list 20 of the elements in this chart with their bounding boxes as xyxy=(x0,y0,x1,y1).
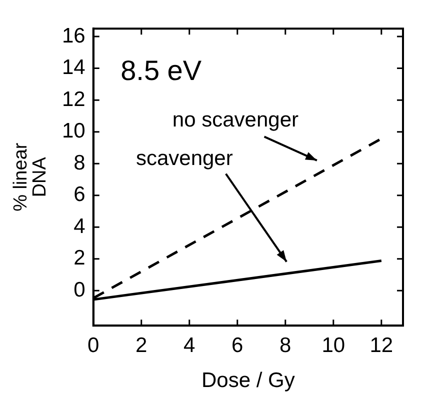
annotation: 8.5 eV xyxy=(120,54,202,86)
x-tick-label: 2 xyxy=(136,334,148,357)
y-tick-label: 0 xyxy=(74,278,86,302)
y-tick-label: 12 xyxy=(62,88,86,111)
y-tick-label: 2 xyxy=(74,246,86,270)
annotation: no scavenger xyxy=(172,108,299,132)
x-tick-label: 12 xyxy=(370,334,394,357)
x-tick-label: 4 xyxy=(184,334,196,357)
x-axis-title: Dose / Gy xyxy=(201,369,296,392)
y-axis-title: % linear DNA xyxy=(10,142,51,212)
x-tick-label: 8 xyxy=(280,334,292,357)
y-tick-label: 8 xyxy=(74,151,86,174)
x-tick-label: 10 xyxy=(322,334,346,357)
y-tick-label: 16 xyxy=(62,24,86,48)
y-tick-label: 6 xyxy=(74,183,86,206)
y-tick-label: 4 xyxy=(74,214,86,238)
annotation: scavenger xyxy=(136,146,233,170)
x-tick-label: 6 xyxy=(232,334,244,357)
y-tick-label: 14 xyxy=(62,56,86,80)
y-tick-label: 10 xyxy=(62,120,86,143)
